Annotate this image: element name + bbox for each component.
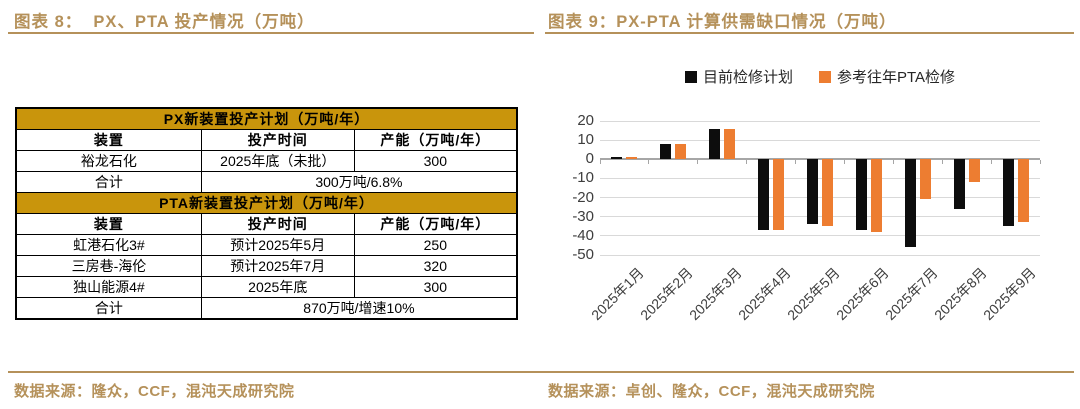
table-total-label: 合计	[15, 171, 202, 193]
table-row: 虹港石化3# 预计2025年5月 250	[15, 234, 518, 256]
zero-axis-tick	[892, 160, 894, 165]
zero-axis-tick	[697, 160, 699, 165]
y-tick-label: -20	[572, 188, 594, 206]
bar-目前检修计划	[758, 159, 770, 231]
table-total-value: 300万吨/6.8%	[200, 171, 518, 193]
bar-目前检修计划	[953, 159, 965, 210]
bar-目前检修计划	[807, 159, 818, 225]
zero-axis-tick	[648, 160, 650, 165]
bar-目前检修计划	[1002, 159, 1014, 227]
bar-目前检修计划	[709, 128, 721, 160]
table-cell: 预计2025年7月	[200, 255, 355, 277]
figure9-source: 数据来源：卓创、隆众，CCF，混沌天成研究院	[548, 383, 875, 400]
gridline	[600, 197, 1040, 199]
table-column-header: 装置	[15, 213, 202, 235]
bar-参考往年PTA检修	[870, 159, 882, 233]
gridline	[600, 120, 1040, 122]
bar-参考往年PTA检修	[626, 157, 638, 160]
table-section-header: PTA新装置投产计划（万吨/年）	[15, 192, 518, 214]
table-cell: 2025年底	[200, 276, 355, 298]
x-axis-labels: 2025年1月 2025年2月 2025年3月 2025年4月 2025年5月 2025年…	[589, 260, 1040, 350]
gridline	[600, 177, 1040, 179]
bar-参考往年PTA检修	[724, 128, 736, 160]
figure9-title-underline	[545, 32, 1074, 34]
zero-axis-tick	[746, 160, 748, 165]
y-tick-label: -30	[572, 207, 594, 225]
table-cell: 2025年底（未批）	[200, 150, 355, 172]
gridline	[600, 139, 1040, 141]
table-section-header: PX新装置投产计划（万吨/年）	[15, 107, 518, 130]
bar-目前检修计划	[904, 159, 916, 248]
table-column-header: 装置	[15, 129, 202, 151]
bar-参考往年PTA检修	[822, 159, 833, 227]
figure9-title: 图表 9：PX-PTA 计算供需缺口情况（万吨）	[548, 13, 897, 31]
table-row: 三房巷-海伦 预计2025年7月 320	[15, 255, 518, 277]
y-tick-label: 20	[577, 112, 594, 129]
table-column-header: 产能（万吨/年）	[353, 129, 518, 151]
gridline	[600, 216, 1040, 218]
table-cell: 预计2025年5月	[200, 234, 355, 256]
zero-axis-line	[600, 158, 1040, 161]
table-cell: 300	[353, 150, 518, 172]
table-column-header: 投产时间	[200, 213, 355, 235]
table-cell: 300	[353, 276, 518, 298]
bar-参考往年PTA检修	[1017, 159, 1029, 223]
table-cell: 250	[353, 234, 518, 256]
table-cell: 独山能源4#	[15, 276, 202, 298]
table-column-header: 投产时间	[200, 129, 355, 151]
table-column-header: 产能（万吨/年）	[353, 213, 518, 235]
gridline	[600, 235, 1040, 237]
bar-参考往年PTA检修	[968, 159, 980, 183]
legend-item-historical-pta: 参考往年PTA检修	[818, 66, 956, 87]
gridline	[600, 254, 1040, 256]
capacity-table: PX新装置投产计划（万吨/年） 装置 投产时间 产能（万吨/年） 裕龙石化 2025年底（…	[15, 107, 518, 320]
table-cell: 320	[353, 255, 518, 277]
legend-swatch-black	[684, 70, 697, 83]
table-row: 独山能源4# 2025年底 300	[15, 276, 518, 298]
legend-label-historical-pta: 参考往年PTA检修	[836, 69, 956, 86]
zero-axis-tick	[990, 160, 992, 165]
legend-label-current-plan: 目前检修计划	[702, 69, 793, 86]
zero-axis-tick	[599, 160, 601, 165]
table-row: 裕龙石化 2025年底（未批） 300	[15, 150, 518, 172]
y-tick-label: -40	[572, 226, 594, 244]
y-tick-label: -50	[572, 246, 594, 263]
zero-axis-tick	[941, 160, 943, 165]
bar-参考往年PTA检修	[675, 143, 687, 160]
zero-axis-tick	[843, 160, 845, 165]
table-cell: 虹港石化3#	[15, 234, 202, 256]
bar-目前检修计划	[660, 143, 672, 160]
bar-参考往年PTA检修	[919, 159, 931, 200]
footer-rule	[8, 371, 1074, 373]
zero-axis-tick	[1039, 160, 1041, 165]
bar-参考往年PTA检修	[773, 159, 785, 231]
table-cell: 裕龙石化	[15, 150, 202, 172]
table-total-label: 合计	[15, 297, 202, 320]
legend-swatch-orange	[818, 70, 831, 83]
bar-目前检修计划	[611, 157, 623, 160]
table-cell: 三房巷-海伦	[15, 255, 202, 277]
figure8-title: 图表 8： PX、PTA 投产情况（万吨）	[14, 13, 315, 31]
figure8-source: 数据来源：隆众，CCF，混沌天成研究院	[14, 383, 295, 400]
zero-axis-tick	[795, 160, 797, 165]
y-tick-label: -10	[572, 169, 594, 187]
y-axis-labels: 20 10 0 -10 -20 -30 -40 -50	[548, 112, 594, 263]
bar-目前检修计划	[855, 159, 867, 231]
figure8-title-underline	[8, 32, 534, 34]
y-tick-label: 10	[577, 131, 594, 149]
supply-gap-bar-chart	[599, 120, 1041, 256]
y-tick-label: 0	[585, 150, 594, 168]
table-total-value: 870万吨/增速10%	[200, 297, 518, 320]
legend-item-current-plan: 目前检修计划	[684, 66, 793, 87]
chart-legend: 目前检修计划 参考往年PTA检修	[600, 66, 1040, 87]
